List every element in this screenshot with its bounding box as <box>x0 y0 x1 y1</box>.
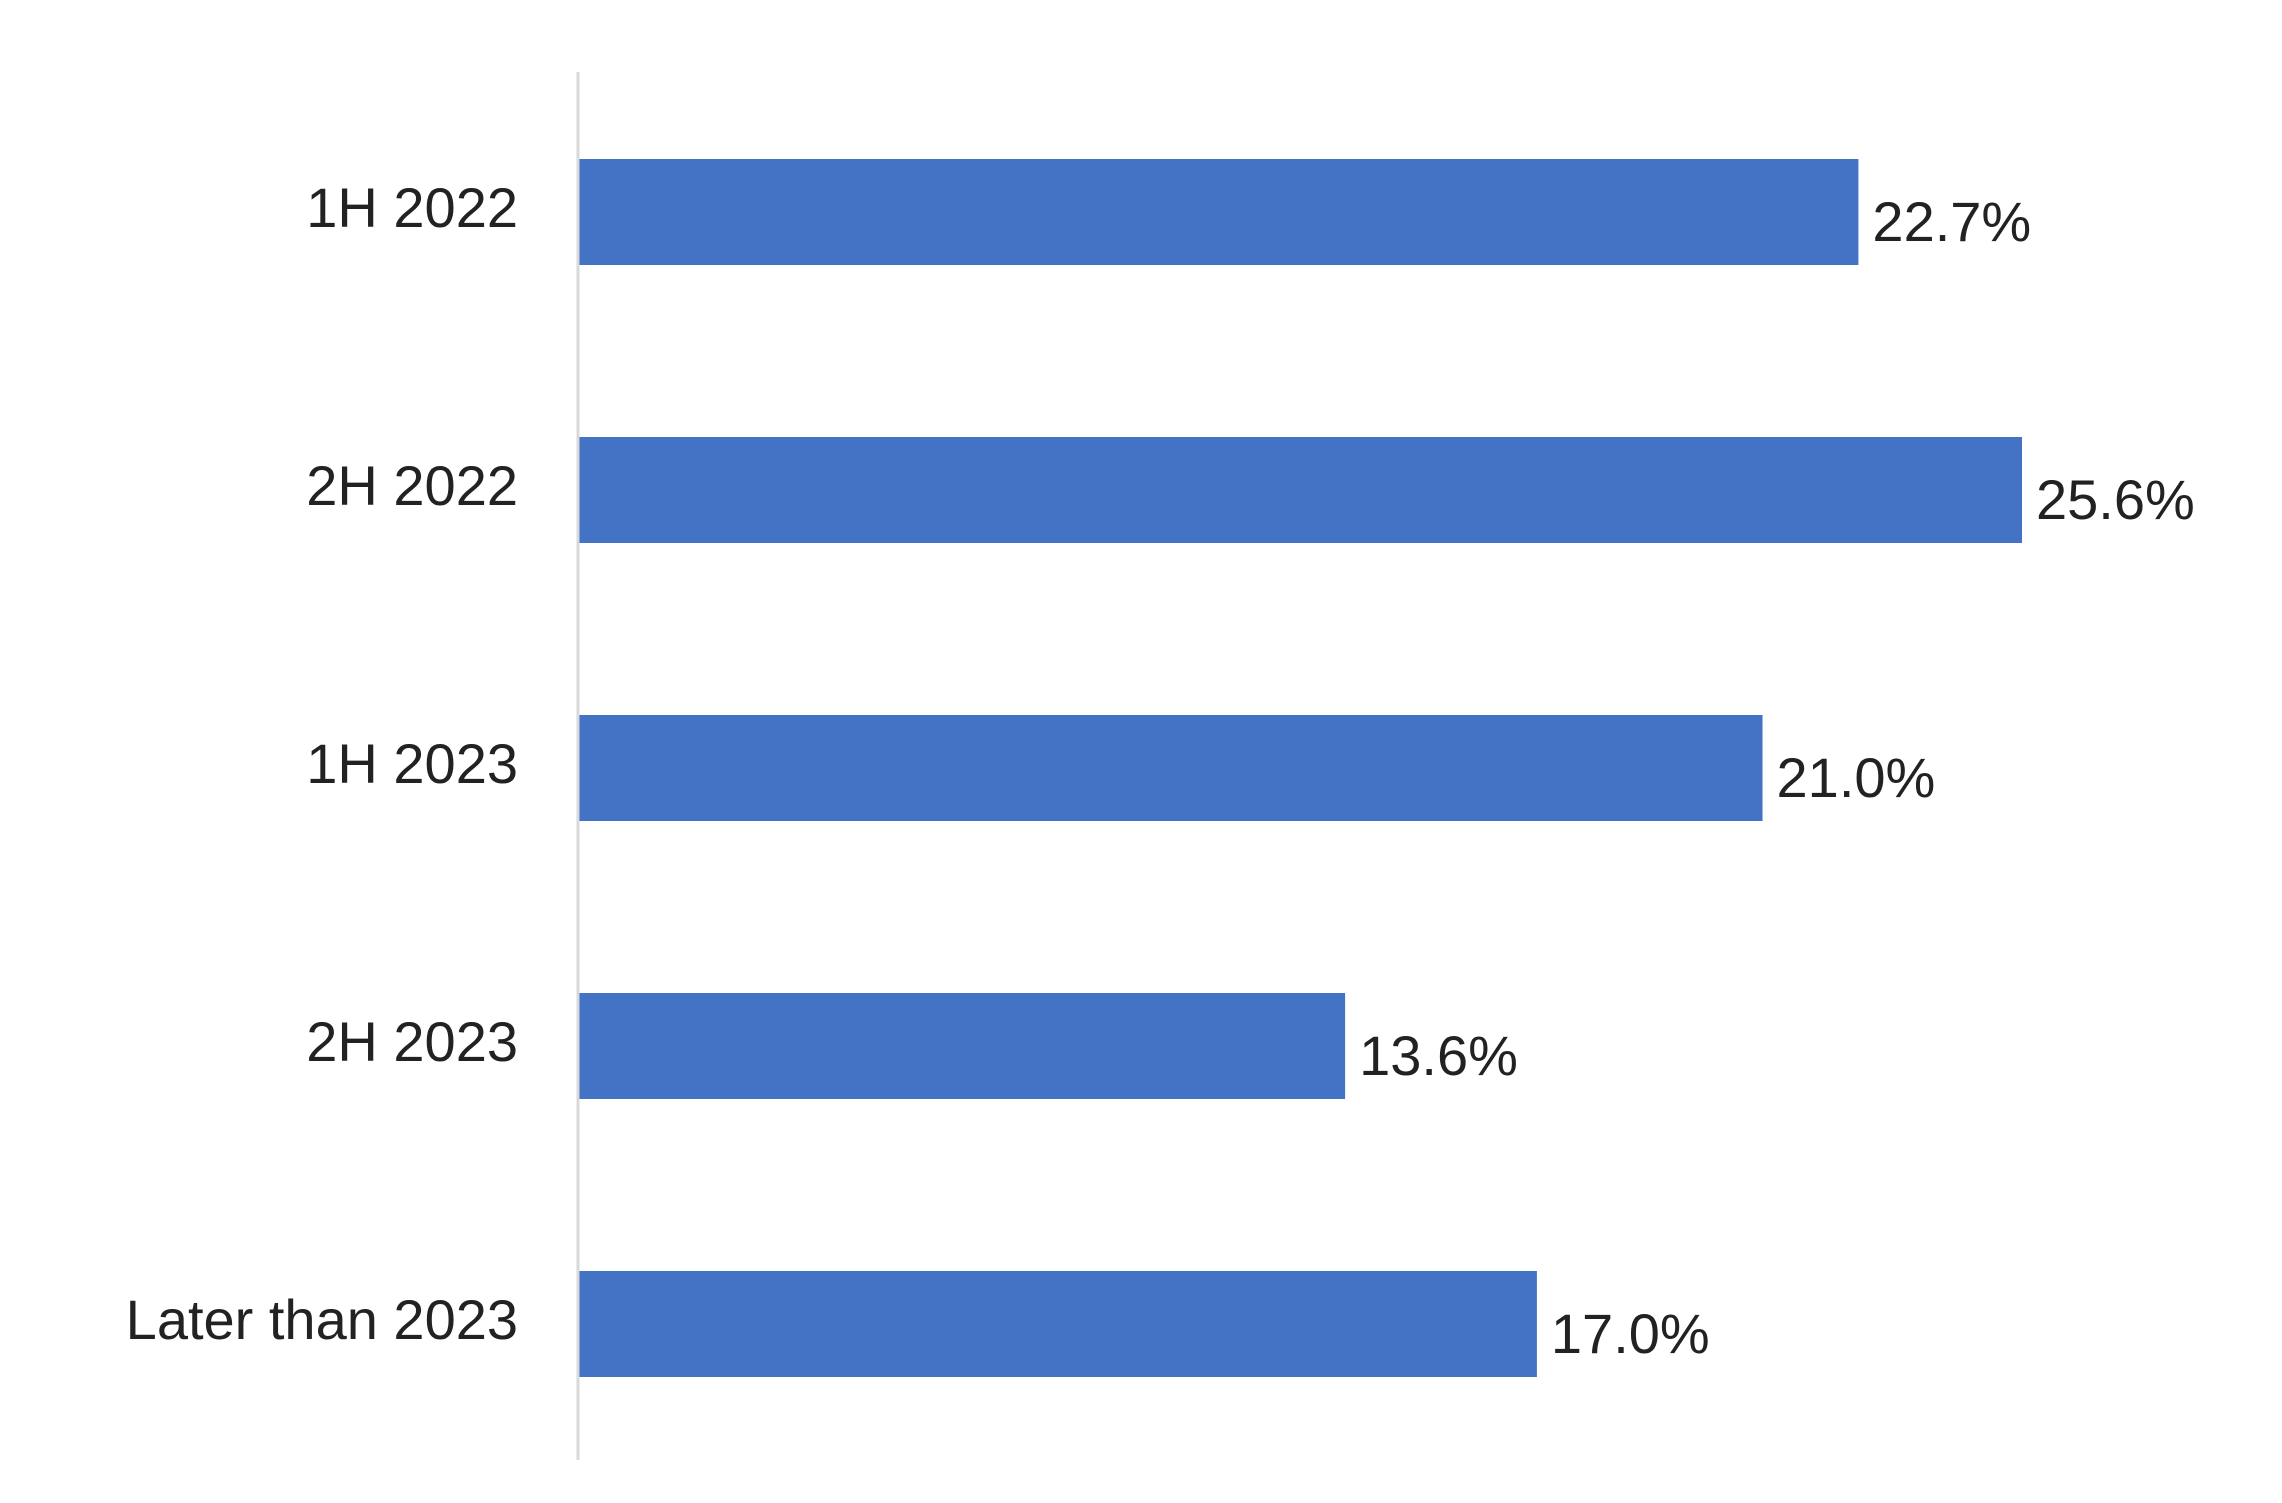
value-label-2: 21.0% <box>1777 746 1936 809</box>
bar-0 <box>578 159 1859 265</box>
category-label-3: 2H 2023 <box>306 1010 518 1073</box>
bar-3 <box>578 993 1346 1099</box>
category-label-1: 2H 2022 <box>306 454 518 517</box>
category-label-2: 1H 2023 <box>306 732 518 795</box>
bar-4 <box>578 1271 1537 1377</box>
category-labels-group: 1H 2022 2H 2022 1H 2023 2H 2023 Later than 2… <box>126 176 518 1351</box>
value-label-4: 17.0% <box>1551 1302 1710 1365</box>
value-label-3: 13.6% <box>1359 1024 1518 1087</box>
category-label-0: 1H 2022 <box>306 176 518 239</box>
bars-group <box>578 159 2022 1377</box>
value-labels-group: 22.7% 25.6% 21.0% 13.6% 17.0% <box>1359 190 2195 1365</box>
value-label-1: 25.6% <box>2036 468 2195 531</box>
category-label-4: Later than 2023 <box>126 1288 518 1351</box>
bar-1 <box>578 437 2022 543</box>
value-label-0: 22.7% <box>1872 190 2031 253</box>
bar-2 <box>578 715 1763 821</box>
